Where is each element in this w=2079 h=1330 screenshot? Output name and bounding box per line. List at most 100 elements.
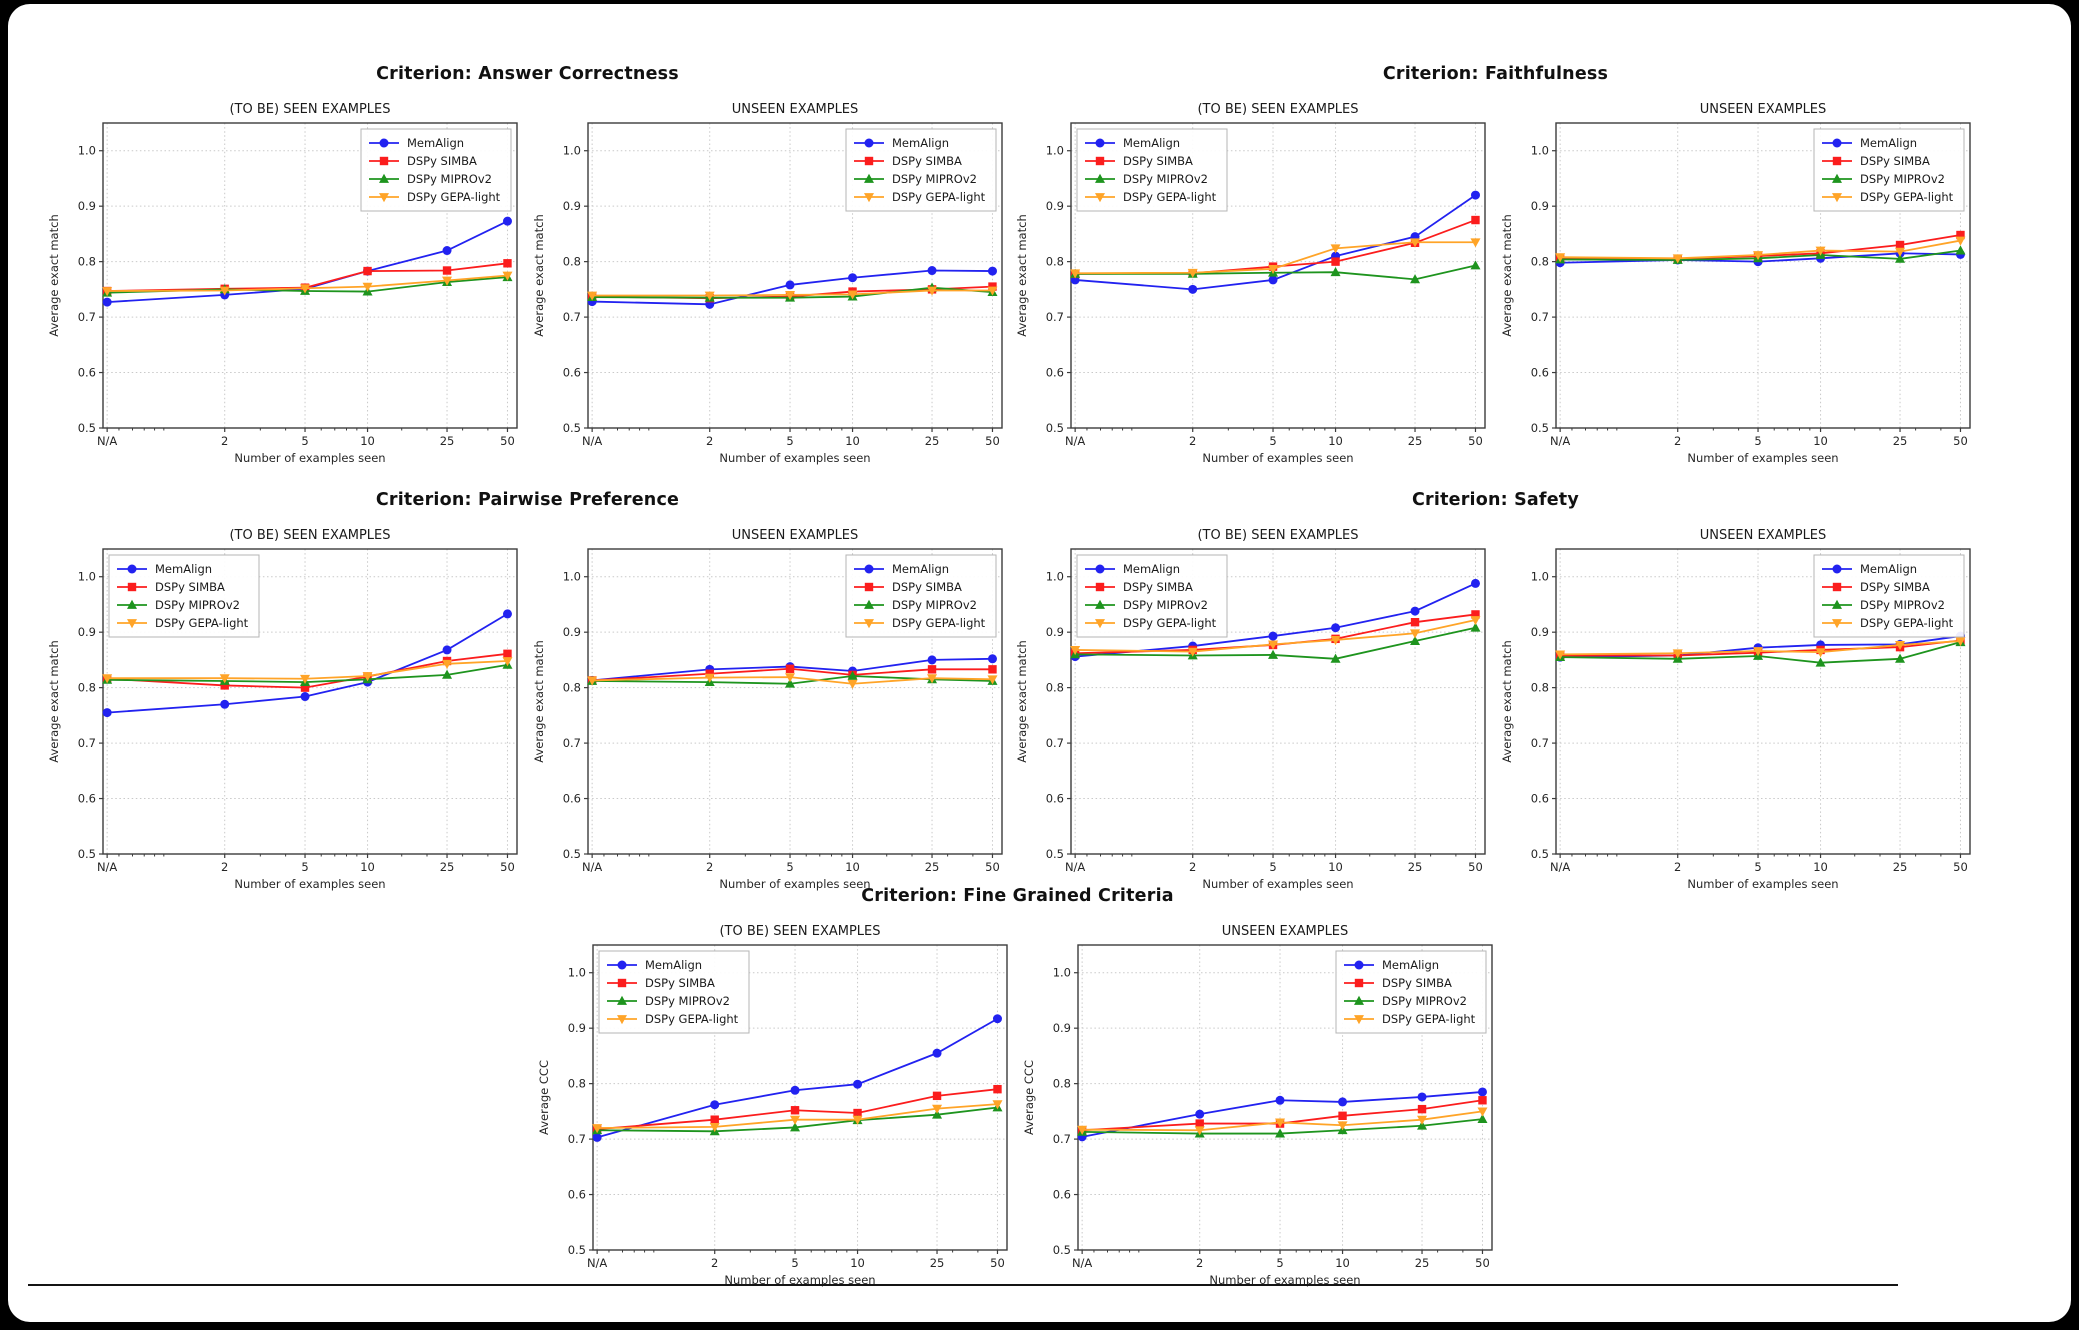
chart-safety-seen: 0.5 0.6 0.7 0.8 0.9 1.0 N/A 2 5 10 25 50 (TO BE) SEE… <box>1013 523 1493 898</box>
svg-text:MemAlign: MemAlign <box>1123 136 1180 150</box>
svg-text:1.0: 1.0 <box>1046 570 1064 584</box>
criterion-group-pairwise-preference: Criterion: Pairwise Preference 0.5 0.6 0.7… <box>45 488 1010 898</box>
svg-text:0.7: 0.7 <box>1531 736 1549 750</box>
svg-text:0.9: 0.9 <box>1531 625 1549 639</box>
svg-text:0.7: 0.7 <box>78 310 96 324</box>
svg-text:2: 2 <box>706 860 713 874</box>
svg-text:0.7: 0.7 <box>563 310 581 324</box>
svg-text:0.9: 0.9 <box>78 625 96 639</box>
svg-text:DSPy MIPROv2: DSPy MIPROv2 <box>1123 598 1208 612</box>
svg-text:MemAlign: MemAlign <box>407 136 464 150</box>
criterion-title: Criterion: Pairwise Preference <box>375 490 680 510</box>
chart-answer-correctness-seen: 0.5 0.6 0.7 0.8 0.9 1.0 N/A 2 5 10 25 50 (TO BE) SEE… <box>45 97 525 472</box>
svg-text:DSPy SIMBA: DSPy SIMBA <box>645 976 715 990</box>
legend: MemAlign DSPy SIMBA DSPy MIPROv2 DSPy GEPA-… <box>1335 950 1487 1034</box>
svg-text:2: 2 <box>1189 860 1196 874</box>
subplot-pair: 0.5 0.6 0.7 0.8 0.9 1.0 N/A 2 5 10 25 50 (TO BE) SEE… <box>535 919 1500 1294</box>
svg-text:0.9: 0.9 <box>568 1021 586 1035</box>
svg-text:0.5: 0.5 <box>1531 847 1549 861</box>
svg-text:DSPy SIMBA: DSPy SIMBA <box>1382 976 1452 990</box>
subplot-pair: 0.5 0.6 0.7 0.8 0.9 1.0 N/A 2 5 10 25 50 (TO BE) SEE… <box>45 97 1010 472</box>
svg-text:25: 25 <box>1408 434 1423 448</box>
svg-text:(TO BE) SEEN EXAMPLES: (TO BE) SEEN EXAMPLES <box>719 924 880 939</box>
svg-text:Number of examples seen: Number of examples seen <box>234 877 385 891</box>
svg-text:25: 25 <box>1893 860 1908 874</box>
svg-text:10: 10 <box>1328 434 1343 448</box>
svg-text:50: 50 <box>1953 434 1968 448</box>
svg-text:DSPy GEPA-light: DSPy GEPA-light <box>1123 190 1217 204</box>
svg-text:DSPy GEPA-light: DSPy GEPA-light <box>1860 616 1954 630</box>
svg-text:Average CCC: Average CCC <box>537 1060 551 1135</box>
criterion-group-faithfulness: Criterion: Faithfulness 0.5 0.6 0.7 0.8 0.9 1… <box>1013 62 1978 472</box>
svg-text:2: 2 <box>711 1256 718 1270</box>
svg-text:MemAlign: MemAlign <box>1123 562 1180 576</box>
svg-text:5: 5 <box>791 1256 798 1270</box>
criterion-group-answer-correctness: Criterion: Answer Correctness 0.5 0.6 0.7 0… <box>45 62 1010 472</box>
legend: MemAlign DSPy SIMBA DSPy MIPROv2 DSPy GEPA-… <box>108 554 260 638</box>
svg-text:0.8: 0.8 <box>1046 255 1064 269</box>
svg-text:2: 2 <box>1674 860 1681 874</box>
legend: MemAlign DSPy SIMBA DSPy MIPROv2 DSPy GEPA-… <box>1813 128 1965 212</box>
svg-text:0.8: 0.8 <box>1531 255 1549 269</box>
svg-text:50: 50 <box>500 434 515 448</box>
svg-text:MemAlign: MemAlign <box>1860 562 1917 576</box>
svg-text:DSPy SIMBA: DSPy SIMBA <box>1123 580 1193 594</box>
subplot-svg: 0.50.60.70.80.91.0N/A 2 5 10 25 50(TO BE) SEE… <box>537 924 1008 1287</box>
legend: MemAlign DSPy SIMBA DSPy MIPROv2 DSPy GEPA-… <box>1076 128 1228 212</box>
svg-text:N/A: N/A <box>1065 434 1085 448</box>
svg-text:10: 10 <box>845 434 860 448</box>
svg-text:2: 2 <box>1674 434 1681 448</box>
svg-text:10: 10 <box>1813 434 1828 448</box>
svg-text:Average exact match: Average exact match <box>1500 640 1514 762</box>
svg-text:DSPy SIMBA: DSPy SIMBA <box>1123 154 1193 168</box>
svg-text:DSPy MIPROv2: DSPy MIPROv2 <box>1860 172 1945 186</box>
svg-text:5: 5 <box>1754 860 1761 874</box>
svg-text:MemAlign: MemAlign <box>892 562 949 576</box>
svg-text:DSPy MIPROv2: DSPy MIPROv2 <box>1123 172 1208 186</box>
svg-text:0.9: 0.9 <box>1531 199 1549 213</box>
svg-text:0.8: 0.8 <box>563 255 581 269</box>
svg-text:Number of examples seen: Number of examples seen <box>1202 451 1353 465</box>
criterion-group-fine-grained-criteria: Criterion: Fine Grained Criteria 0.5 0.6 0… <box>535 884 1500 1294</box>
legend: MemAlign DSPy SIMBA DSPy MIPROv2 DSPy GEPA-… <box>598 950 750 1034</box>
svg-text:1.0: 1.0 <box>568 966 586 980</box>
svg-text:DSPy GEPA-light: DSPy GEPA-light <box>892 616 986 630</box>
svg-text:0.6: 0.6 <box>1053 1188 1071 1202</box>
subplot-svg: 0.50.60.70.80.91.0N/A 2 5 10 25 50(TO BE) SEE… <box>1015 528 1486 891</box>
svg-text:10: 10 <box>360 434 375 448</box>
chart-answer-correctness-unseen: 0.5 0.6 0.7 0.8 0.9 1.0 N/A 2 5 10 25 50 UNSEEN EXAM… <box>530 97 1010 472</box>
svg-text:UNSEEN EXAMPLES: UNSEEN EXAMPLES <box>1700 102 1827 117</box>
svg-text:N/A: N/A <box>1550 860 1570 874</box>
subplot-svg: 0.50.60.70.80.91.0N/A 2 5 10 25 50(TO BE) SEE… <box>47 528 518 891</box>
svg-text:50: 50 <box>985 860 1000 874</box>
svg-text:10: 10 <box>1813 860 1828 874</box>
svg-text:50: 50 <box>1468 434 1483 448</box>
svg-text:0.6: 0.6 <box>78 366 96 380</box>
chart-fine-grained-criteria-unseen: 0.5 0.6 0.7 0.8 0.9 1.0 N/A 2 5 10 25 50 UNSEEN EXAM… <box>1020 919 1500 1294</box>
svg-text:1.0: 1.0 <box>1531 144 1549 158</box>
subplot-pair: 0.5 0.6 0.7 0.8 0.9 1.0 N/A 2 5 10 25 50 (TO BE) SEE… <box>45 523 1010 898</box>
svg-text:(TO BE) SEEN EXAMPLES: (TO BE) SEEN EXAMPLES <box>229 102 390 117</box>
svg-text:Average exact match: Average exact match <box>47 640 61 762</box>
svg-text:2: 2 <box>221 860 228 874</box>
svg-text:DSPy MIPROv2: DSPy MIPROv2 <box>892 598 977 612</box>
svg-text:0.8: 0.8 <box>568 1077 586 1091</box>
svg-text:1.0: 1.0 <box>1046 144 1064 158</box>
svg-text:(TO BE) SEEN EXAMPLES: (TO BE) SEEN EXAMPLES <box>229 528 390 543</box>
svg-text:DSPy GEPA-light: DSPy GEPA-light <box>892 190 986 204</box>
svg-text:Number of examples seen: Number of examples seen <box>1687 877 1838 891</box>
svg-text:N/A: N/A <box>1550 434 1570 448</box>
svg-text:MemAlign: MemAlign <box>155 562 212 576</box>
chart-fine-grained-criteria-seen: 0.5 0.6 0.7 0.8 0.9 1.0 N/A 2 5 10 25 50 (TO BE) SEE… <box>535 919 1015 1294</box>
svg-text:1.0: 1.0 <box>563 144 581 158</box>
chart-pairwise-preference-unseen: 0.5 0.6 0.7 0.8 0.9 1.0 N/A 2 5 10 25 50 UNSEEN EXAM… <box>530 523 1010 898</box>
svg-text:50: 50 <box>1468 860 1483 874</box>
svg-text:0.7: 0.7 <box>1531 310 1549 324</box>
svg-text:50: 50 <box>985 434 1000 448</box>
svg-text:UNSEEN EXAMPLES: UNSEEN EXAMPLES <box>1700 528 1827 543</box>
svg-text:10: 10 <box>850 1256 865 1270</box>
